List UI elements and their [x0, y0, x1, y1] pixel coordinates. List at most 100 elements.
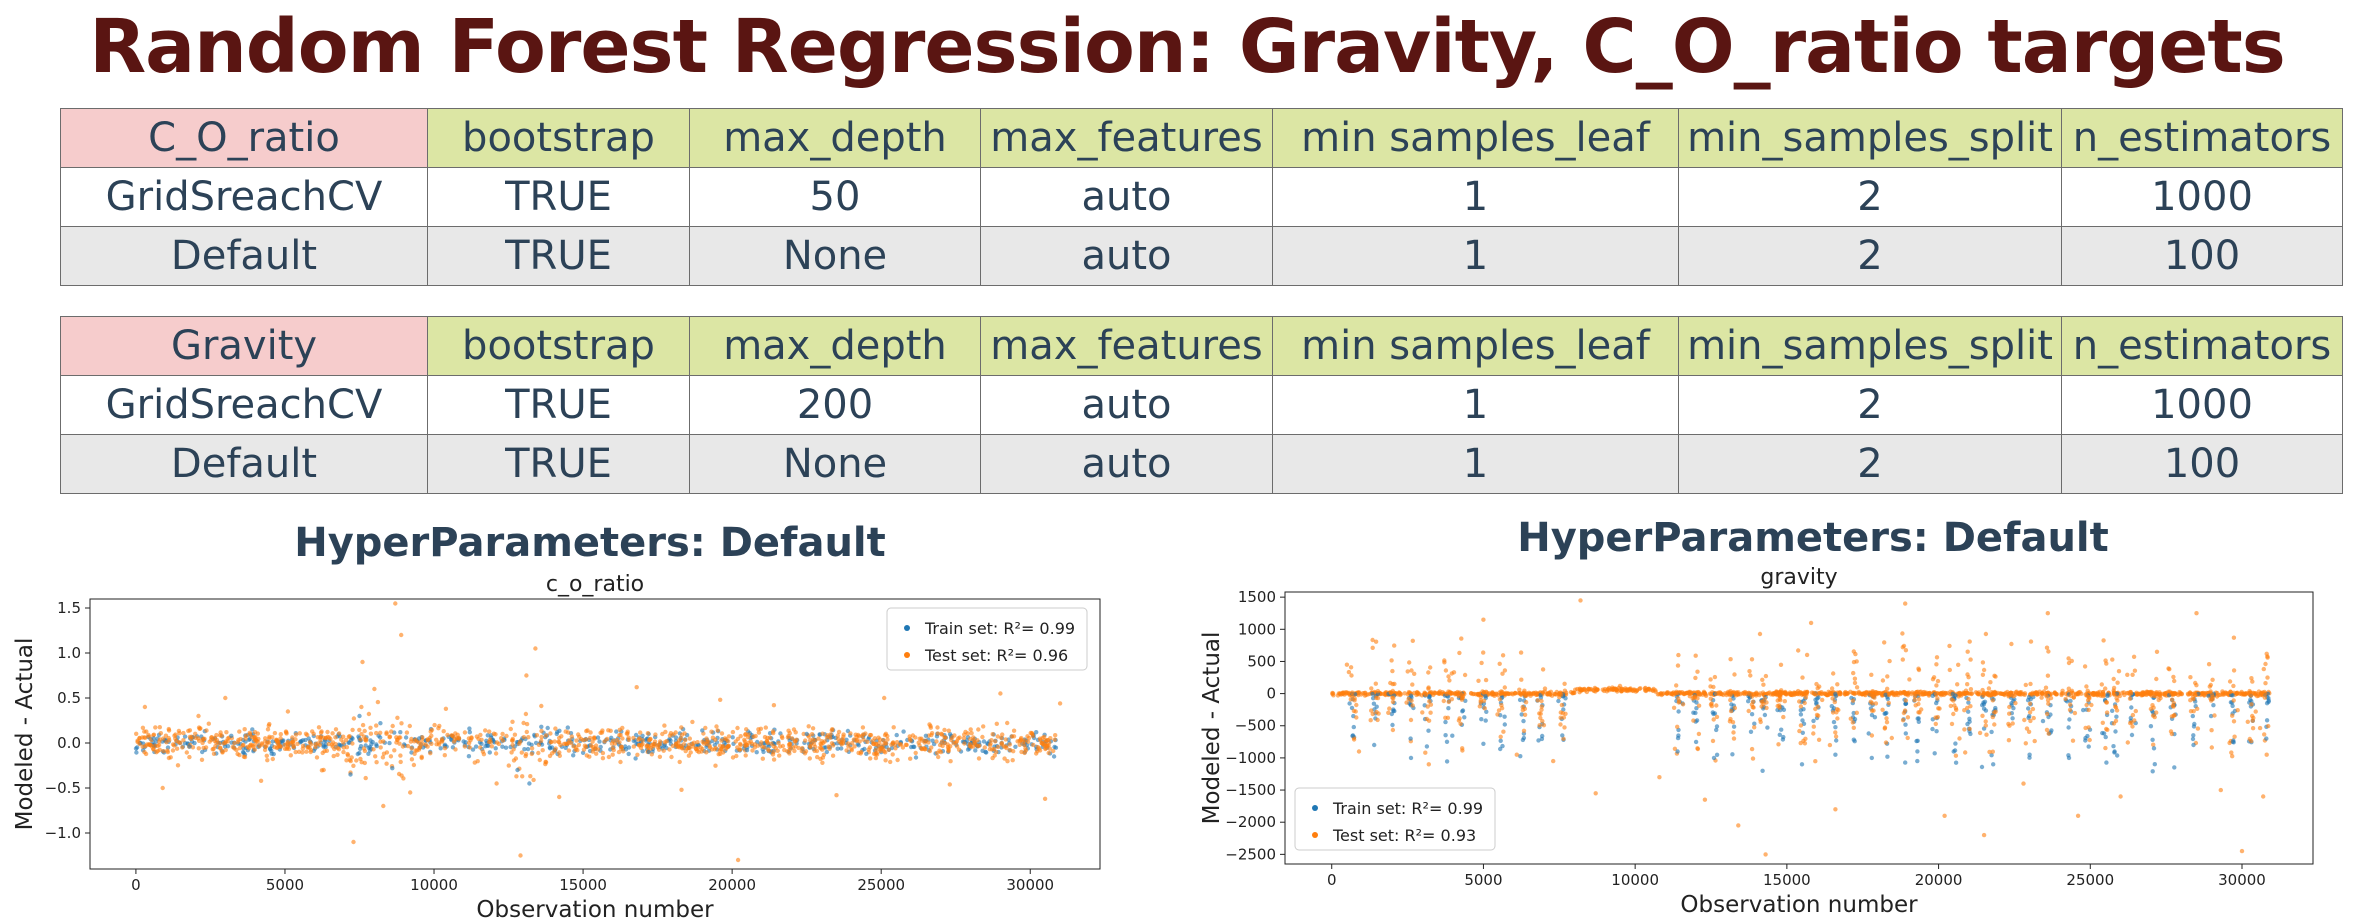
test-point [631, 735, 636, 741]
train-point [1831, 719, 1837, 725]
test-point [1426, 670, 1431, 675]
test-point [2130, 672, 2135, 677]
test-point [873, 755, 879, 761]
test-point [2090, 691, 2095, 696]
plot-frame [1284, 591, 2314, 865]
test-point [2128, 720, 2133, 726]
test-point [750, 748, 755, 753]
test-point [549, 739, 554, 745]
test-point [1344, 662, 1350, 667]
train-point [463, 740, 468, 745]
test-point [677, 759, 682, 765]
test-point [2023, 741, 2028, 746]
train-point [1799, 762, 1805, 767]
test-point [1390, 699, 1396, 705]
test-point [1935, 678, 1941, 684]
test-point [1870, 701, 1875, 706]
test-point [635, 752, 640, 757]
train-point [1484, 709, 1489, 714]
test-point [1348, 697, 1353, 702]
test-point [883, 758, 888, 763]
test-point [1916, 666, 1921, 671]
test-point [333, 735, 338, 740]
test-point [500, 731, 505, 737]
test-point [1782, 699, 1787, 704]
test-point [1539, 707, 1544, 712]
test-point [989, 738, 994, 743]
test-point [362, 728, 367, 734]
test-point [434, 737, 439, 742]
train-point [2066, 755, 2072, 761]
test-point [2030, 692, 2035, 697]
train-point [1800, 730, 1805, 735]
test-point [1681, 691, 1687, 697]
train-point [1498, 746, 1503, 752]
test-point [2069, 658, 2074, 664]
train-point [1885, 696, 1890, 702]
test-point [937, 748, 942, 753]
test-point [1852, 676, 1858, 681]
train-point [1463, 698, 1468, 703]
test-point [1426, 718, 1432, 723]
test-point [2144, 692, 2149, 697]
train-point [473, 744, 479, 749]
test-point [336, 731, 342, 736]
test-point [558, 742, 563, 748]
test-point [644, 744, 649, 749]
test-point [1373, 639, 1379, 644]
test-point [812, 738, 818, 743]
test-point [1999, 691, 2005, 696]
test-point [1387, 706, 1392, 711]
test-point [1717, 692, 1722, 697]
test-point [600, 728, 605, 733]
test-point [907, 736, 912, 742]
train-point [1408, 755, 1414, 761]
train-point [2011, 706, 2016, 711]
train-point [267, 746, 273, 751]
test-point [717, 748, 722, 753]
test-point [844, 748, 849, 753]
test-point [1873, 701, 1879, 706]
test-point [557, 750, 562, 755]
train-point [1443, 719, 1448, 725]
test-point [662, 723, 667, 728]
test-point [713, 763, 718, 768]
test-point [600, 750, 606, 756]
test-point [1882, 725, 1888, 730]
y-tick-label: −0.5 [45, 779, 81, 797]
test-point [752, 745, 758, 750]
test-point [295, 741, 300, 747]
test-point [676, 738, 682, 743]
test-point [2039, 695, 2044, 700]
test-point [2082, 664, 2088, 669]
train-point [557, 728, 562, 733]
test-point [2115, 680, 2120, 685]
test-point [1912, 694, 1918, 699]
test-point [2028, 718, 2033, 724]
test-point [549, 751, 555, 756]
test-point [2010, 721, 2015, 726]
test-point [1356, 749, 1362, 754]
test-point [2209, 728, 2214, 733]
test-point [742, 739, 748, 744]
test-point [395, 737, 400, 742]
test-point [442, 746, 448, 751]
test-point [372, 686, 377, 692]
train-point [730, 735, 735, 740]
test-point [359, 731, 364, 737]
test-point [1390, 727, 1396, 733]
test-point [2100, 693, 2106, 699]
test-point [2060, 688, 2065, 693]
test-point [2227, 740, 2232, 746]
test-point [1993, 674, 1998, 679]
test-point [1445, 715, 1451, 720]
test-point [1883, 740, 1889, 745]
test-point [2168, 729, 2174, 734]
test-point [751, 734, 756, 739]
test-point [1722, 691, 1728, 696]
test-point [1830, 710, 1836, 715]
train-point [856, 743, 861, 748]
test-point [1496, 708, 1502, 713]
test-point [1025, 739, 1031, 744]
test-point [543, 733, 549, 738]
